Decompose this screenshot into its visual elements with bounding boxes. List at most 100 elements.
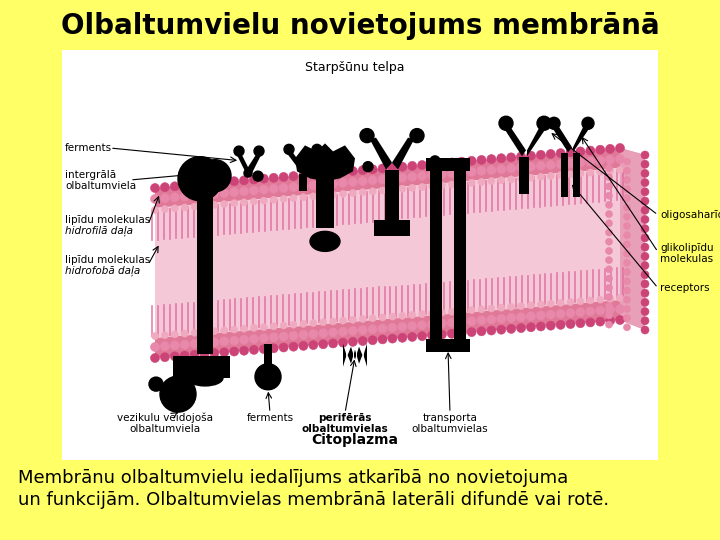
Circle shape: [516, 323, 526, 333]
Circle shape: [378, 324, 387, 333]
Circle shape: [641, 225, 649, 233]
Circle shape: [528, 174, 534, 181]
Polygon shape: [237, 153, 261, 175]
Circle shape: [576, 308, 585, 317]
Polygon shape: [370, 138, 392, 170]
Circle shape: [428, 160, 436, 168]
Circle shape: [171, 205, 179, 212]
Circle shape: [516, 152, 526, 161]
Circle shape: [577, 170, 584, 177]
Circle shape: [537, 173, 544, 180]
Circle shape: [497, 314, 505, 323]
Circle shape: [624, 232, 631, 239]
Circle shape: [200, 339, 209, 347]
Circle shape: [438, 319, 446, 328]
Circle shape: [536, 161, 545, 170]
Circle shape: [310, 320, 317, 327]
Circle shape: [624, 306, 631, 312]
Text: Citoplazma: Citoplazma: [312, 433, 398, 447]
Circle shape: [190, 191, 199, 200]
Circle shape: [586, 307, 595, 316]
Circle shape: [547, 172, 554, 179]
Circle shape: [210, 338, 219, 347]
Circle shape: [359, 315, 366, 322]
Circle shape: [289, 183, 298, 192]
Polygon shape: [316, 178, 334, 228]
Circle shape: [467, 328, 476, 336]
Circle shape: [641, 317, 649, 325]
Circle shape: [249, 346, 258, 354]
Circle shape: [488, 178, 495, 185]
Circle shape: [309, 329, 318, 339]
Circle shape: [210, 349, 219, 357]
Circle shape: [389, 186, 396, 193]
Circle shape: [409, 184, 415, 191]
Circle shape: [261, 323, 267, 330]
Circle shape: [270, 196, 277, 203]
Circle shape: [249, 186, 258, 195]
Circle shape: [606, 305, 615, 314]
Circle shape: [624, 204, 631, 211]
Circle shape: [338, 327, 348, 336]
Circle shape: [191, 329, 198, 336]
Polygon shape: [155, 300, 645, 358]
Circle shape: [418, 332, 427, 341]
Polygon shape: [620, 148, 645, 330]
Circle shape: [487, 326, 496, 335]
Circle shape: [299, 341, 308, 350]
Circle shape: [359, 326, 367, 334]
Circle shape: [319, 169, 328, 178]
Circle shape: [151, 206, 158, 213]
Circle shape: [328, 328, 338, 337]
Polygon shape: [264, 344, 272, 367]
Circle shape: [566, 159, 575, 168]
Circle shape: [240, 176, 248, 185]
Polygon shape: [295, 144, 355, 181]
Circle shape: [616, 305, 624, 314]
Circle shape: [641, 170, 649, 178]
Circle shape: [497, 325, 505, 334]
Circle shape: [458, 307, 465, 314]
Text: olbaltumviela: olbaltumviela: [130, 424, 201, 434]
Circle shape: [161, 353, 169, 362]
Circle shape: [230, 200, 238, 207]
Circle shape: [359, 188, 366, 195]
Circle shape: [606, 156, 613, 163]
Circle shape: [536, 322, 545, 331]
Circle shape: [299, 182, 308, 191]
Circle shape: [607, 295, 613, 302]
Circle shape: [507, 164, 516, 173]
Circle shape: [438, 330, 446, 339]
Circle shape: [180, 181, 189, 190]
Polygon shape: [155, 168, 645, 338]
Circle shape: [457, 318, 467, 327]
Circle shape: [487, 154, 496, 164]
Circle shape: [149, 377, 163, 391]
Circle shape: [178, 157, 222, 201]
Circle shape: [221, 200, 228, 207]
Circle shape: [497, 154, 505, 163]
Circle shape: [253, 171, 263, 181]
Circle shape: [319, 329, 328, 338]
Circle shape: [269, 333, 278, 342]
Circle shape: [150, 342, 160, 352]
Circle shape: [309, 170, 318, 179]
Circle shape: [251, 325, 258, 332]
Text: un funkcijām. Olbaltumvielas membrānā laterāli difundē vai rotē.: un funkcijām. Olbaltumvielas membrānā la…: [18, 491, 609, 509]
Circle shape: [378, 335, 387, 344]
Circle shape: [526, 162, 536, 171]
Circle shape: [369, 188, 376, 195]
Circle shape: [151, 333, 158, 340]
Circle shape: [408, 172, 417, 181]
Circle shape: [234, 146, 244, 156]
Circle shape: [606, 192, 613, 199]
Circle shape: [641, 188, 649, 196]
Circle shape: [161, 206, 168, 213]
Circle shape: [199, 160, 231, 192]
Circle shape: [150, 354, 160, 362]
Circle shape: [467, 156, 476, 165]
Circle shape: [624, 158, 631, 165]
Circle shape: [641, 215, 649, 224]
Circle shape: [279, 343, 288, 352]
Polygon shape: [287, 151, 304, 173]
